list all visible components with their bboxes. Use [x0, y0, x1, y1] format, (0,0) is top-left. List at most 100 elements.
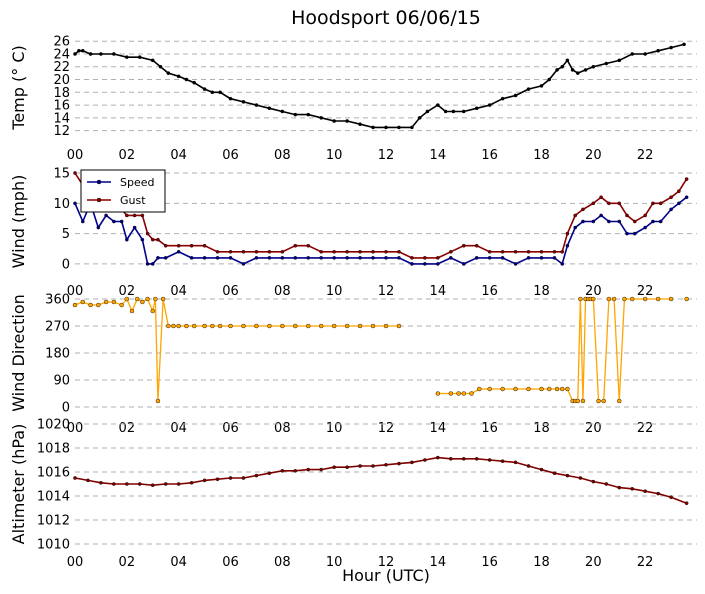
- data-point: [581, 219, 585, 224]
- data-point: [332, 249, 336, 254]
- data-point: [539, 249, 544, 254]
- data-point: [176, 243, 181, 248]
- x-tick-label: 04: [170, 284, 187, 299]
- x-tick-label: 08: [274, 148, 291, 163]
- x-tick-label: 04: [170, 421, 187, 436]
- data-point: [202, 256, 207, 260]
- data-point: [163, 243, 168, 248]
- data-point: [293, 243, 298, 248]
- data-point: [218, 90, 222, 95]
- data-point: [254, 103, 259, 107]
- data-point: [176, 482, 181, 486]
- data-point: [552, 471, 557, 476]
- data-point: [124, 296, 130, 302]
- data-point: [565, 58, 570, 63]
- data-point: [581, 207, 585, 212]
- data-point: [677, 189, 681, 194]
- data-point: [88, 52, 93, 56]
- data-point: [565, 386, 570, 392]
- data-point: [192, 80, 197, 85]
- x-tick-label: 08: [274, 421, 291, 436]
- x-tick-label: 08: [274, 284, 291, 299]
- data-point: [358, 122, 362, 127]
- data-point: [345, 256, 349, 260]
- x-tick-label: 20: [585, 284, 602, 299]
- data-point: [119, 219, 124, 224]
- x-tick-label: 00: [67, 148, 84, 163]
- data-point: [625, 213, 629, 218]
- data-point: [73, 52, 77, 56]
- data-point: [306, 467, 311, 472]
- y-tick-label: 14: [53, 111, 70, 126]
- data-point: [630, 296, 635, 302]
- chart-title: Hoodsport 06/06/15: [291, 7, 481, 29]
- data-point: [397, 249, 401, 254]
- data-point: [319, 467, 324, 472]
- data-point: [456, 391, 461, 396]
- x-tick-label: 14: [430, 148, 447, 163]
- data-point: [192, 323, 197, 329]
- data-point: [539, 256, 544, 260]
- data-point: [140, 299, 145, 305]
- data-point: [241, 249, 246, 254]
- data-point: [371, 256, 375, 260]
- data-point: [474, 106, 479, 111]
- x-tick-label: 02: [119, 421, 136, 436]
- data-point: [332, 119, 336, 123]
- data-point: [410, 460, 414, 465]
- data-point: [163, 482, 168, 486]
- data-point: [552, 249, 557, 254]
- data-point: [125, 213, 129, 218]
- data-point: [158, 64, 163, 69]
- data-point: [145, 231, 150, 236]
- series-segment: [579, 298, 584, 402]
- data-point: [410, 262, 414, 266]
- data-point: [99, 52, 103, 56]
- x-tick-label: 20: [585, 421, 602, 436]
- data-point: [150, 308, 155, 314]
- data-point: [461, 262, 466, 266]
- data-point: [677, 201, 681, 206]
- data-point: [384, 249, 388, 254]
- data-point: [371, 249, 375, 254]
- data-point: [86, 478, 90, 483]
- data-point: [591, 201, 596, 206]
- data-point: [461, 109, 466, 114]
- data-point: [500, 249, 505, 254]
- y-tick-label: 270: [45, 320, 70, 335]
- data-point: [319, 116, 324, 120]
- data-point: [96, 225, 101, 230]
- data-point: [189, 243, 194, 248]
- data-point: [228, 323, 233, 329]
- data-point: [461, 391, 466, 396]
- data-point: [596, 398, 601, 404]
- y-tick-label: 0: [62, 257, 70, 272]
- data-point: [125, 482, 129, 486]
- data-point: [668, 296, 674, 302]
- x-tick-label: 18: [533, 284, 550, 299]
- series-1: [73, 42, 686, 130]
- legend-label: Speed: [120, 176, 154, 189]
- data-point: [539, 84, 544, 88]
- data-point: [500, 459, 505, 464]
- x-tick-label: 18: [533, 148, 550, 163]
- series-segment: [157, 298, 164, 402]
- data-point: [104, 213, 108, 218]
- data-point: [132, 225, 137, 230]
- data-point: [611, 296, 617, 302]
- data-point: [202, 323, 207, 329]
- data-point: [500, 256, 505, 260]
- x-tick-label: 04: [170, 555, 187, 570]
- y-tick-label: 180: [45, 347, 70, 362]
- data-point: [560, 249, 565, 254]
- data-point: [526, 87, 531, 91]
- data-point: [332, 465, 336, 470]
- data-point: [125, 237, 129, 242]
- x-tick-label: 06: [222, 148, 239, 163]
- x-tick-label: 10: [326, 284, 343, 299]
- data-point: [171, 323, 176, 329]
- data-point: [643, 489, 647, 494]
- series-speed: [73, 195, 689, 266]
- data-point: [552, 256, 557, 260]
